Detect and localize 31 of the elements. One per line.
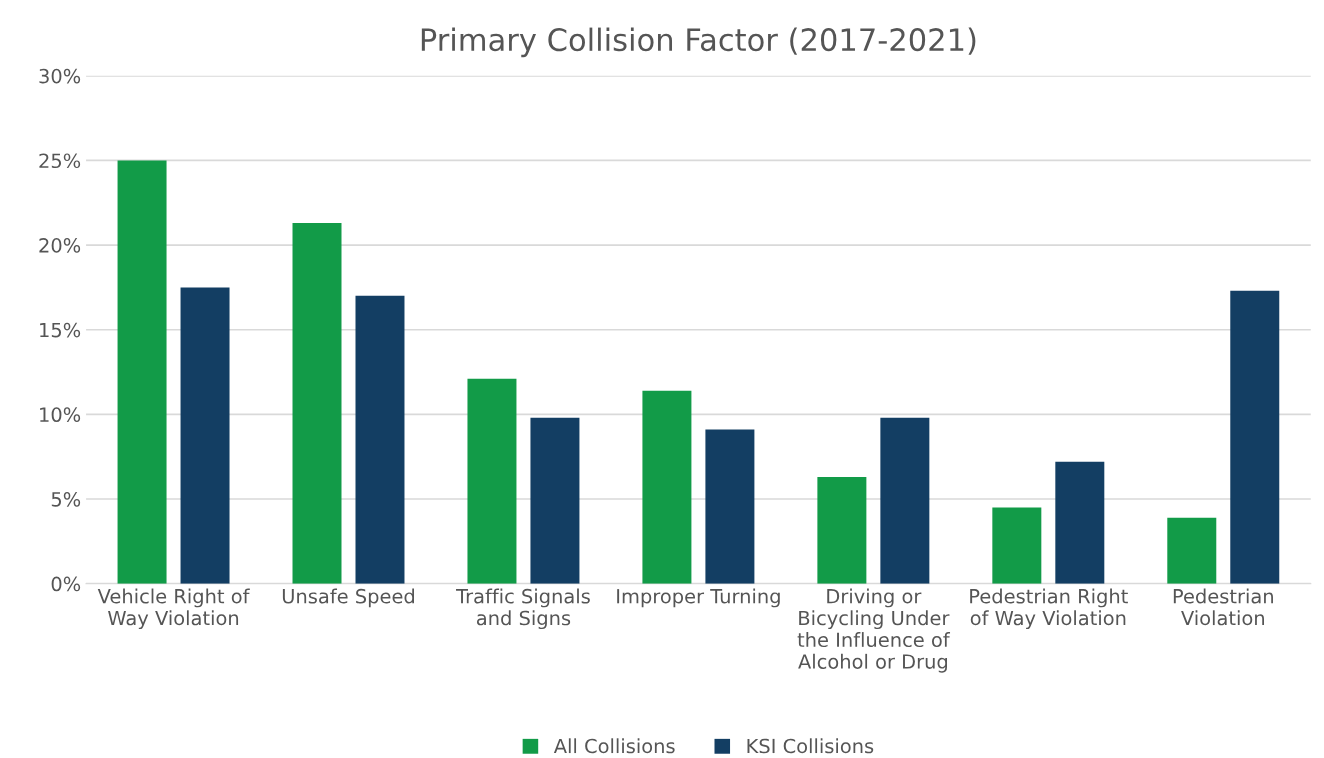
y-tick-label: 10% — [40, 407, 81, 423]
bar — [530, 417, 580, 584]
bar — [880, 417, 930, 584]
bar — [1230, 290, 1280, 584]
y-tick-label: 0% — [51, 576, 81, 592]
bar — [180, 287, 230, 584]
x-tick-label: Traffic Signals and Signs — [456, 588, 590, 630]
y-tick-label: 25% — [39, 153, 81, 169]
bar — [467, 378, 517, 584]
legend-label: KSI Collisions — [747, 738, 874, 754]
x-tick-label: Driving or Bicycling Under the Influence of Alcohol or Drug — [797, 588, 951, 673]
x-tick-label: Improper Turning — [617, 588, 780, 608]
bar — [992, 507, 1042, 584]
x-tick-label: Unsafe Speed — [282, 588, 414, 608]
bar — [1167, 517, 1217, 584]
y-tick-label: 5% — [51, 491, 81, 507]
chart-title: Primary Collision Factor (2017-2021) — [421, 27, 976, 58]
bar — [705, 429, 755, 584]
y-tick-label: 15% — [40, 322, 81, 338]
bar — [117, 160, 167, 584]
x-tick-label: Pedestrian Right of Way Violation — [970, 588, 1128, 630]
x-tick-label: Vehicle Right of Way Violation — [97, 588, 250, 630]
bar — [355, 295, 405, 584]
legend-label: All Collisions — [553, 738, 675, 754]
y-tick-label: 20% — [39, 238, 81, 253]
bar — [1055, 461, 1105, 584]
x-tick-label: Pedestrian Violation — [1173, 588, 1273, 626]
bar — [642, 390, 692, 584]
bar — [817, 477, 867, 584]
bar — [292, 223, 342, 584]
y-tick-label: 30% — [39, 68, 81, 84]
